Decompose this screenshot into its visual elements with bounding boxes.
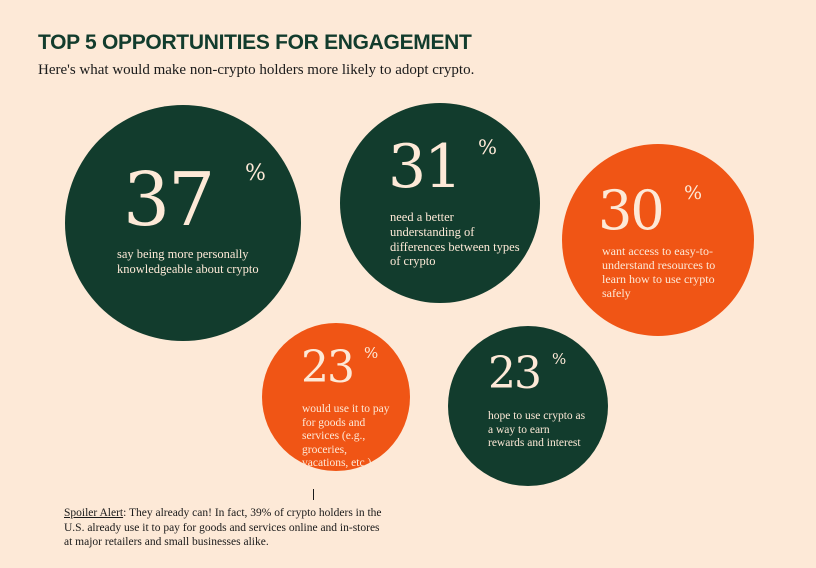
spoiler-lead: Spoiler Alert xyxy=(64,507,124,519)
bubble-value-number: 31 xyxy=(388,132,462,202)
bubble-percent-sign: % xyxy=(245,161,266,186)
bubble-value: 31% xyxy=(388,137,497,197)
bubble-description: want access to easy-to-understand resour… xyxy=(602,244,716,301)
footnote-marker xyxy=(313,489,314,500)
bubble-value: 30% xyxy=(598,184,702,238)
bubble-1: 37% say being more personally knowledgeab… xyxy=(65,105,301,341)
bubble-5: 23% hope to use crypto as a way to earn r… xyxy=(448,326,608,486)
spoiler-text: : They already can! In fact, 39% of cryp… xyxy=(64,507,382,549)
bubble-value: 37% xyxy=(123,163,266,238)
bubble-3: 30% want access to easy-to-understand res… xyxy=(562,144,754,336)
bubble-value-number: 30 xyxy=(598,179,665,242)
page-subtitle: Here's what would make non-crypto holder… xyxy=(38,62,475,78)
spoiler-footnote: Spoiler Alert: They already can! In fact… xyxy=(64,506,384,550)
bubble-percent-sign: % xyxy=(364,344,379,362)
bubble-description: would use it to pay for goods and servic… xyxy=(302,403,390,470)
bubble-description: say being more personally knowledgeable … xyxy=(117,247,259,276)
bubble-value: 23% xyxy=(488,352,566,396)
bubble-percent-sign: % xyxy=(552,350,567,368)
bubble-4: 23% would use it to pay for goods and ser… xyxy=(262,323,410,471)
bubble-value-number: 23 xyxy=(301,342,355,393)
bubble-2: 31% need a better understanding of differ… xyxy=(340,103,540,303)
bubble-percent-sign: % xyxy=(478,135,498,159)
bubble-value-number: 23 xyxy=(488,348,542,399)
page-title: TOP 5 OPPORTUNITIES FOR ENGAGEMENT xyxy=(38,31,472,54)
bubble-value-number: 37 xyxy=(123,157,215,243)
bubble-percent-sign: % xyxy=(684,182,703,204)
bubble-value: 23% xyxy=(301,346,378,390)
bubble-description: need a better understanding of differenc… xyxy=(390,210,520,269)
bubble-description: hope to use crypto as a way to earn rewa… xyxy=(488,410,586,450)
